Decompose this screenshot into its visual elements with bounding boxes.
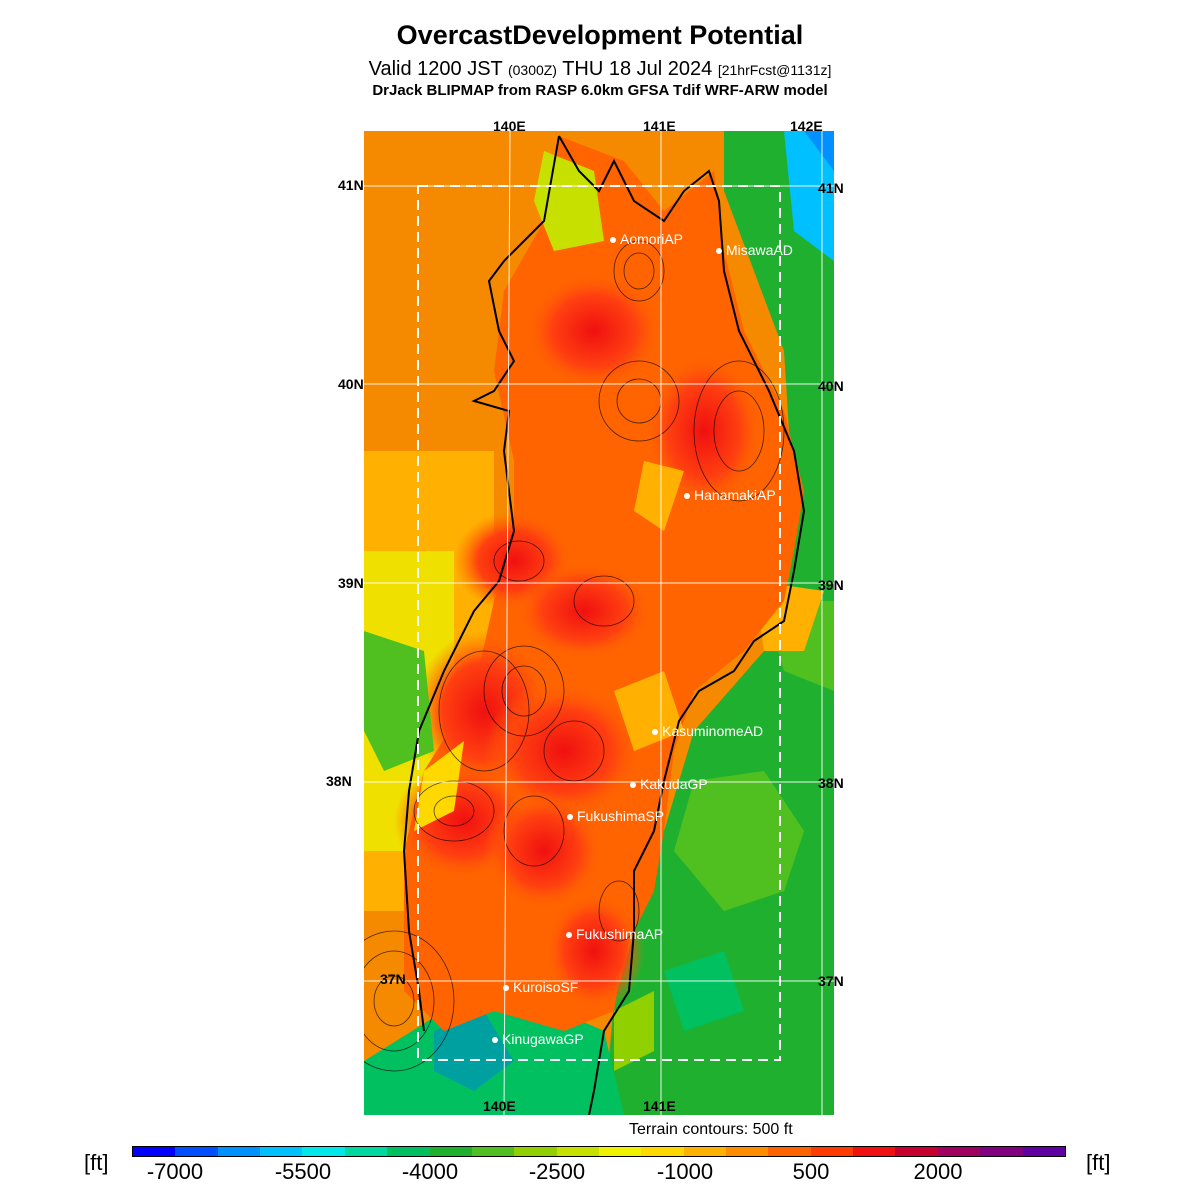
site-marker-icon bbox=[716, 248, 722, 255]
terrain-note: Terrain contours: 500 ft bbox=[629, 1121, 793, 1138]
colorbar-swatch bbox=[514, 1147, 557, 1156]
site-fukushima-ap[interactable]: FukushimaAP bbox=[566, 926, 663, 942]
colorbar-tick: -7000 bbox=[146, 1159, 204, 1184]
colorbar-swatch bbox=[598, 1147, 642, 1156]
lon-label-141e-top: 141E bbox=[643, 118, 676, 134]
colorbar-swatch bbox=[133, 1147, 176, 1156]
colorbar-swatch bbox=[217, 1147, 261, 1156]
colorbar-tick: -2500 bbox=[528, 1159, 586, 1184]
colorbar-tick: -4000 bbox=[401, 1159, 459, 1184]
site-marker-icon bbox=[652, 729, 658, 736]
map-field bbox=[364, 131, 834, 1115]
site-marker-icon bbox=[610, 237, 616, 244]
site-marker-icon bbox=[630, 782, 636, 789]
lat-label-41n-right: 41N bbox=[818, 180, 844, 196]
colorbar-swatch bbox=[429, 1147, 472, 1156]
site-aomori-ap[interactable]: AomoriAP bbox=[610, 231, 683, 247]
colorbar-swatch bbox=[810, 1147, 854, 1156]
site-kinugawa-gp[interactable]: KinugawaGP bbox=[492, 1031, 584, 1047]
colorbar bbox=[132, 1146, 1066, 1157]
lat-label-40n-left: 40N bbox=[338, 376, 364, 392]
colorbar-swatch bbox=[768, 1147, 811, 1156]
lat-label-39n-left: 39N bbox=[338, 575, 364, 591]
lat-label-38n-right: 38N bbox=[818, 775, 844, 791]
site-kasuminome-ad[interactable]: KasuminomeAD bbox=[652, 723, 763, 739]
colorbar-swatch bbox=[641, 1147, 684, 1156]
lon-label-141e-bottom: 141E bbox=[643, 1098, 676, 1114]
lat-label-37n-right: 37N bbox=[818, 973, 844, 989]
colorbar-swatch bbox=[556, 1147, 599, 1156]
lat-label-38n-left: 38N bbox=[326, 773, 352, 789]
valid-time: Valid 1200 JST (0300Z) THU 18 Jul 2024 [… bbox=[368, 58, 832, 80]
lon-label-142e-top: 142E bbox=[790, 118, 823, 134]
colorbar-swatch bbox=[387, 1147, 430, 1156]
lat-label-37n-left: 37N bbox=[380, 971, 406, 987]
colorbar-swatch bbox=[175, 1147, 218, 1156]
site-marker-icon bbox=[492, 1037, 498, 1044]
colorbar-unit-right: [ft] bbox=[1086, 1150, 1111, 1175]
colorbar-swatch bbox=[1022, 1147, 1065, 1156]
colorbar-swatch bbox=[895, 1147, 938, 1156]
colorbar-swatch bbox=[471, 1147, 515, 1156]
site-marker-icon bbox=[503, 985, 509, 992]
site-marker-icon bbox=[567, 814, 573, 821]
colorbar-tick: -1000 bbox=[656, 1159, 714, 1184]
colorbar-swatch bbox=[726, 1147, 769, 1156]
forecast-map bbox=[364, 131, 834, 1115]
lat-label-40n-right: 40N bbox=[818, 378, 844, 394]
site-marker-icon bbox=[684, 493, 690, 500]
chart-title: OvercastDevelopment Potential bbox=[396, 20, 804, 50]
colorbar-swatch bbox=[683, 1147, 727, 1156]
site-fukushima-sp[interactable]: FukushimaSP bbox=[567, 808, 664, 824]
colorbar-tick: -5500 bbox=[274, 1159, 332, 1184]
colorbar-swatch bbox=[980, 1147, 1023, 1156]
model-info: DrJack BLIPMAP from RASP 6.0km GFSA Tdif… bbox=[372, 82, 828, 99]
colorbar-unit-left: [ft] bbox=[84, 1150, 109, 1175]
site-kakuda-gp[interactable]: KakudaGP bbox=[630, 776, 708, 792]
lon-label-140e-top: 140E bbox=[493, 118, 526, 134]
lon-label-140e-bottom: 140E bbox=[483, 1098, 516, 1114]
colorbar-swatch bbox=[853, 1147, 896, 1156]
site-hanamaki-ap[interactable]: HanamakiAP bbox=[684, 487, 776, 503]
colorbar-tick: 2000 bbox=[913, 1159, 963, 1184]
site-marker-icon bbox=[566, 932, 572, 939]
lat-label-41n-left: 41N bbox=[338, 177, 364, 193]
colorbar-swatch bbox=[260, 1147, 303, 1156]
site-misawa-ad[interactable]: MisawaAD bbox=[716, 242, 793, 258]
colorbar-swatch bbox=[344, 1147, 388, 1156]
colorbar-tick: 500 bbox=[792, 1159, 830, 1184]
site-kuroiso-sf[interactable]: KuroisoSF bbox=[503, 979, 578, 995]
colorbar-swatch bbox=[302, 1147, 345, 1156]
colorbar-swatch bbox=[937, 1147, 981, 1156]
lat-label-39n-right: 39N bbox=[818, 577, 844, 593]
